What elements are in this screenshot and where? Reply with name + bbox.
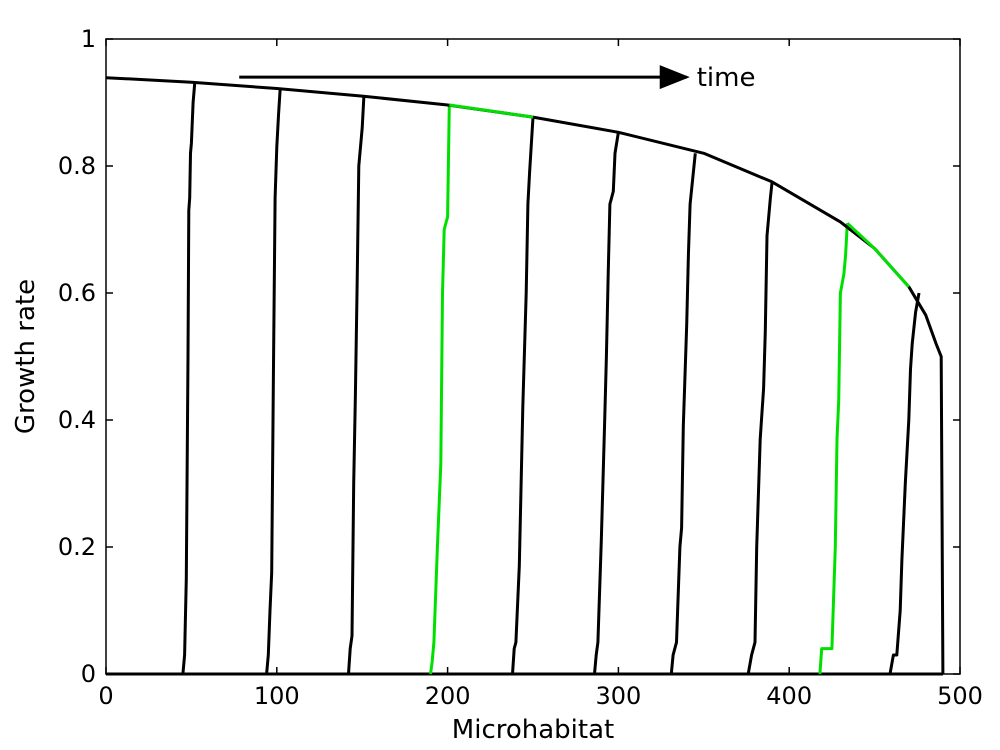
envelope-overlay-8 — [846, 222, 910, 288]
series-line-9 — [888, 292, 921, 675]
y-tick-label-2: 0.4 — [58, 406, 96, 434]
envelope-overlay-3 — [449, 103, 534, 119]
x-tick-label-3: 300 — [595, 682, 641, 710]
x-tick-label-0: 0 — [98, 682, 113, 710]
y-tick-label-1: 0.2 — [58, 533, 96, 561]
time-label: time — [697, 63, 756, 93]
series-lines — [105, 76, 945, 676]
y-tick-label-0: 0 — [81, 660, 96, 688]
series-line-7 — [746, 181, 774, 675]
time-annotation: time — [239, 63, 755, 93]
x-tick-label-5: 500 — [937, 682, 983, 710]
y-tick-label-3: 0.6 — [58, 279, 96, 307]
series-line-1 — [265, 88, 282, 675]
x-axis-label: Microhabitat — [452, 715, 614, 745]
y-tick-label-4: 0.8 — [58, 152, 96, 180]
x-tick-label-2: 200 — [425, 682, 471, 710]
x-tick-label-4: 400 — [766, 682, 812, 710]
series-line-2 — [347, 96, 366, 675]
y-tick-label-5: 1 — [81, 25, 96, 53]
series-line-6 — [669, 153, 697, 675]
series-line-3 — [429, 104, 451, 675]
series-line-4 — [511, 117, 535, 675]
envelope-line — [105, 76, 945, 675]
series-line-5 — [593, 132, 620, 675]
series-line-0 — [181, 82, 197, 675]
tick-labels: 0 100 200 300 400 500 0 0.2 0.4 0.6 0.8 1 — [58, 25, 983, 710]
series-line-8 — [818, 223, 849, 675]
y-axis-label: Growth rate — [11, 279, 41, 434]
x-tick-label-1: 100 — [254, 682, 300, 710]
